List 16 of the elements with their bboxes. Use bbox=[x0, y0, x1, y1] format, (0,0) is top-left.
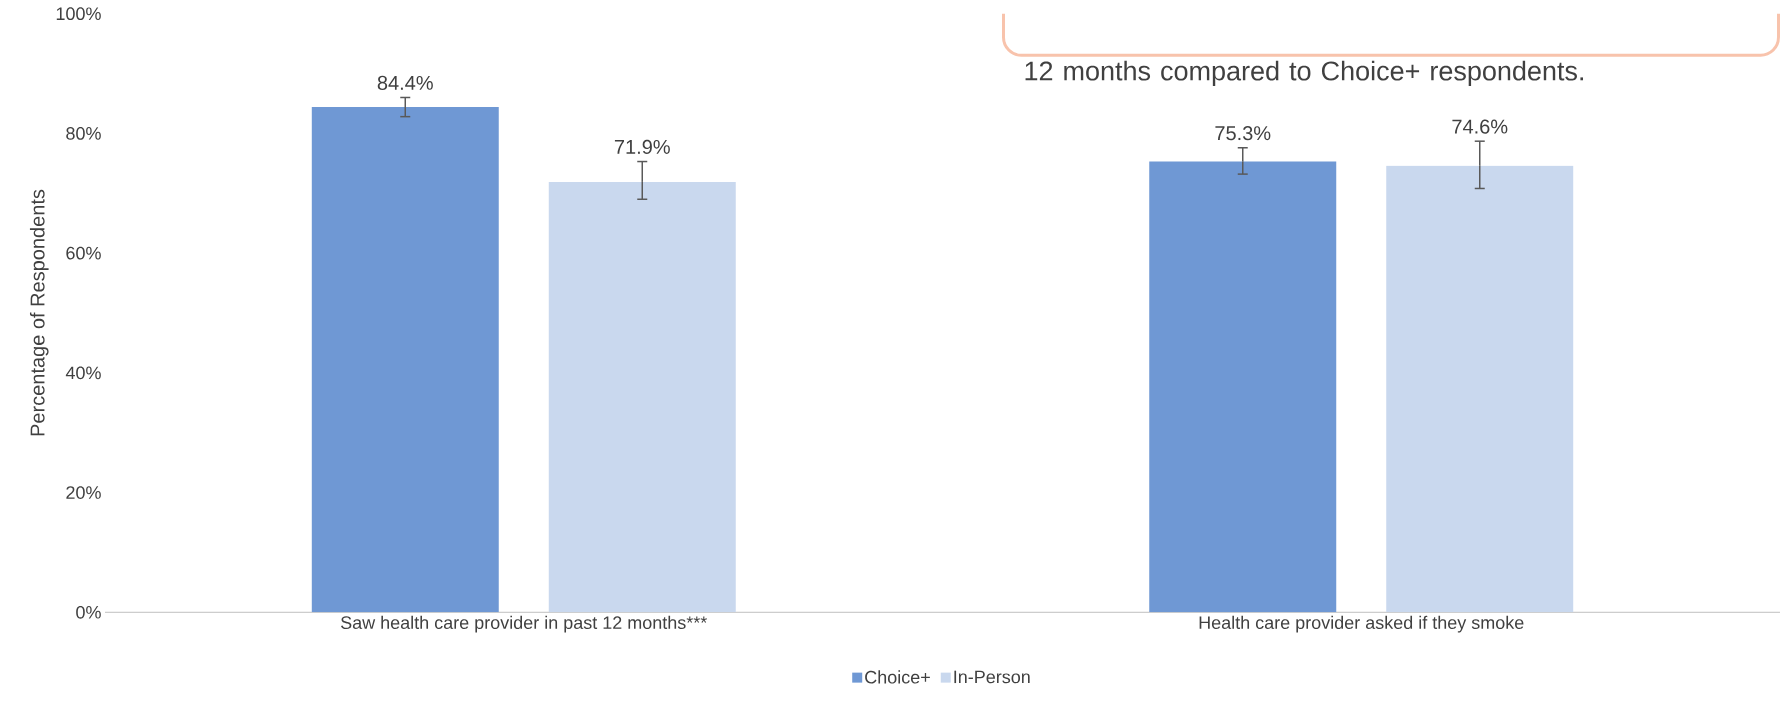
data-label: 75.3% bbox=[1215, 126, 1271, 141]
data-label: 74.6% bbox=[1452, 119, 1508, 134]
data-label: 84.4% bbox=[377, 75, 433, 90]
x-tick-label: Saw health care provider in past 12 months*** bbox=[340, 615, 707, 633]
y-tick-label: 80% bbox=[66, 127, 101, 140]
annotation: 12 months compared to Choice+ respondents. bbox=[1025, 60, 1583, 86]
legend-label: Choice+ bbox=[865, 670, 930, 684]
legend-label: In-Person bbox=[954, 670, 1030, 684]
x-tick-label: Health care provider asked if they smoke bbox=[1199, 615, 1524, 633]
y-tick-label: 60% bbox=[66, 246, 101, 260]
y-tick-label: 20% bbox=[66, 486, 101, 499]
y-tick-label: 100% bbox=[56, 7, 101, 21]
data-label: 71.9% bbox=[614, 139, 670, 154]
y-axis-title: Percentage of Respondents bbox=[29, 189, 49, 436]
y-tick-label: 0% bbox=[76, 605, 101, 619]
y-tick-label: 40% bbox=[65, 366, 101, 380]
